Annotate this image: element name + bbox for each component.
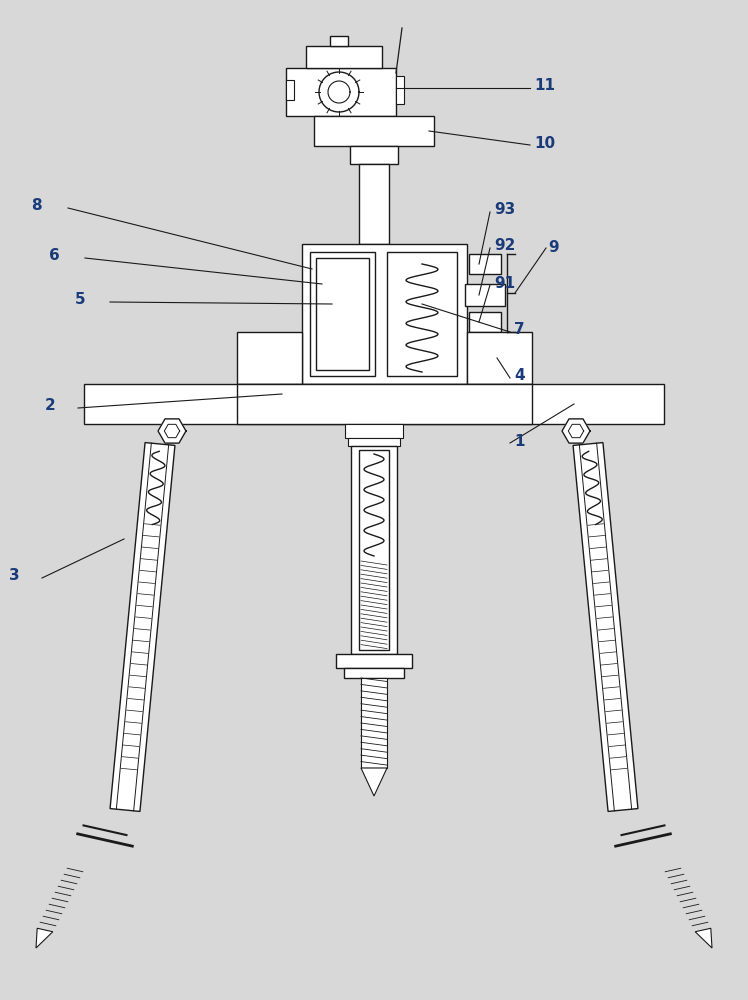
Polygon shape — [110, 443, 175, 811]
Bar — [467, 332, 532, 384]
Bar — [237, 332, 302, 384]
Text: 3: 3 — [10, 568, 20, 584]
Polygon shape — [573, 443, 638, 811]
Text: 93: 93 — [494, 202, 515, 218]
Bar — [361, 678, 387, 768]
Text: 11: 11 — [534, 79, 555, 94]
Text: 10: 10 — [534, 135, 555, 150]
Bar — [465, 284, 505, 306]
Bar — [84, 384, 664, 424]
Bar — [286, 80, 294, 100]
Polygon shape — [361, 768, 387, 796]
Bar — [237, 384, 532, 424]
Text: 8: 8 — [31, 198, 42, 214]
Polygon shape — [562, 419, 590, 443]
Bar — [351, 446, 397, 654]
Bar — [396, 76, 404, 104]
Text: 6: 6 — [49, 248, 60, 263]
Bar — [469, 312, 501, 332]
Bar — [469, 254, 501, 274]
Bar — [359, 450, 389, 650]
Bar — [387, 252, 457, 376]
Text: 7: 7 — [514, 322, 524, 338]
Bar — [302, 244, 467, 384]
Bar — [330, 36, 348, 46]
Bar — [306, 46, 382, 68]
Bar — [345, 424, 403, 438]
Bar — [348, 438, 400, 446]
Bar — [316, 258, 369, 370]
Polygon shape — [319, 72, 359, 112]
Bar — [344, 668, 404, 678]
Bar — [350, 146, 398, 164]
Polygon shape — [36, 928, 53, 948]
Bar — [336, 654, 412, 668]
Text: 9: 9 — [548, 240, 559, 255]
Text: 4: 4 — [514, 368, 524, 383]
Bar — [310, 252, 375, 376]
Text: 2: 2 — [45, 398, 56, 414]
Text: 91: 91 — [494, 275, 515, 290]
Polygon shape — [158, 419, 186, 443]
Bar — [314, 116, 434, 146]
Bar — [286, 68, 396, 116]
Bar — [359, 164, 389, 244]
Text: 5: 5 — [74, 292, 85, 308]
Text: 1: 1 — [514, 434, 524, 448]
Polygon shape — [695, 928, 712, 948]
Text: 92: 92 — [494, 238, 515, 253]
